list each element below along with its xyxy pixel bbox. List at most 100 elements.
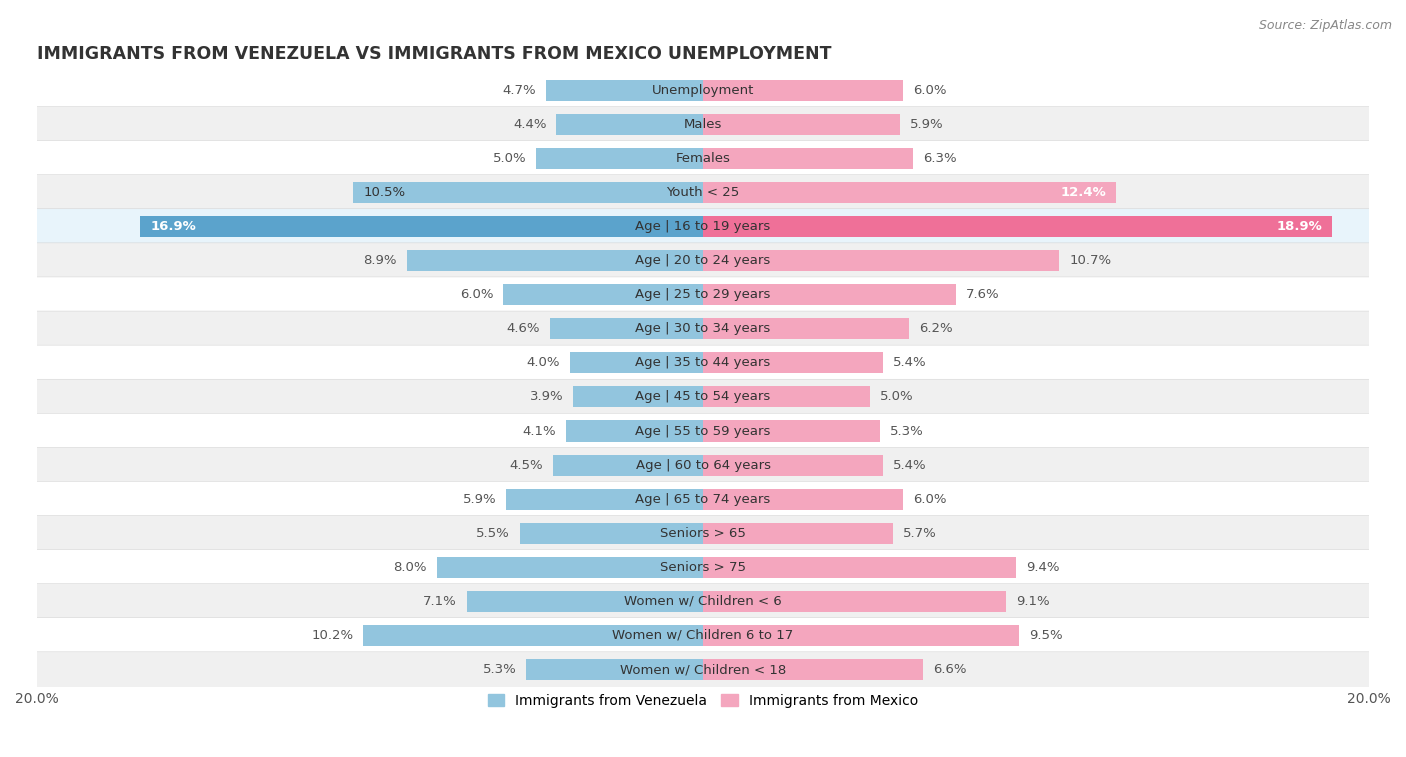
FancyBboxPatch shape [37,413,1369,449]
Bar [467,591,703,612]
Text: 5.3%: 5.3% [482,663,516,676]
Text: 5.9%: 5.9% [910,118,943,131]
Text: 9.1%: 9.1% [1017,595,1050,608]
Text: 5.4%: 5.4% [893,459,927,472]
Text: 5.4%: 5.4% [893,357,927,369]
Text: Age | 45 to 54 years: Age | 45 to 54 years [636,391,770,403]
Text: Source: ZipAtlas.com: Source: ZipAtlas.com [1258,19,1392,32]
Bar [353,182,703,203]
FancyBboxPatch shape [37,447,1369,483]
Text: Unemployment: Unemployment [652,84,754,97]
Bar [503,284,703,305]
Text: 5.3%: 5.3% [890,425,924,438]
Bar [520,522,703,544]
FancyBboxPatch shape [37,311,1369,347]
Bar [553,454,703,475]
FancyBboxPatch shape [37,481,1369,517]
Text: 4.0%: 4.0% [526,357,560,369]
Bar [506,488,703,509]
Bar [703,182,1116,203]
Text: Age | 60 to 64 years: Age | 60 to 64 years [636,459,770,472]
Bar [703,591,1007,612]
Bar [703,114,900,135]
FancyBboxPatch shape [37,379,1369,415]
Bar [567,420,703,441]
FancyBboxPatch shape [37,550,1369,585]
Text: 10.7%: 10.7% [1070,254,1112,267]
Text: IMMIGRANTS FROM VENEZUELA VS IMMIGRANTS FROM MEXICO UNEMPLOYMENT: IMMIGRANTS FROM VENEZUELA VS IMMIGRANTS … [37,45,831,64]
FancyBboxPatch shape [37,652,1369,687]
Text: 4.6%: 4.6% [506,322,540,335]
Text: 4.1%: 4.1% [523,425,557,438]
Text: Age | 16 to 19 years: Age | 16 to 19 years [636,220,770,233]
Text: Age | 20 to 24 years: Age | 20 to 24 years [636,254,770,267]
FancyBboxPatch shape [37,175,1369,210]
Text: Youth < 25: Youth < 25 [666,186,740,199]
Text: Women w/ Children 6 to 17: Women w/ Children 6 to 17 [613,629,793,642]
Text: 18.9%: 18.9% [1277,220,1323,233]
Legend: Immigrants from Venezuela, Immigrants from Mexico: Immigrants from Venezuela, Immigrants fr… [482,688,924,713]
Text: 4.7%: 4.7% [503,84,537,97]
Text: 7.6%: 7.6% [966,288,1000,301]
Bar [703,454,883,475]
FancyBboxPatch shape [37,209,1369,245]
Text: 6.6%: 6.6% [932,663,966,676]
Bar [703,148,912,169]
Text: Males: Males [683,118,723,131]
Bar [526,659,703,680]
Text: 10.2%: 10.2% [311,629,353,642]
FancyBboxPatch shape [37,277,1369,313]
FancyBboxPatch shape [37,516,1369,551]
Bar [703,386,869,407]
Text: Females: Females [675,152,731,165]
Bar [703,488,903,509]
Text: 7.1%: 7.1% [423,595,457,608]
Text: Age | 65 to 74 years: Age | 65 to 74 years [636,493,770,506]
Bar [703,250,1059,271]
Bar [547,79,703,101]
FancyBboxPatch shape [37,107,1369,142]
Text: Seniors > 75: Seniors > 75 [659,561,747,574]
Text: 8.0%: 8.0% [394,561,426,574]
Bar [703,556,1017,578]
Text: Seniors > 65: Seniors > 65 [659,527,747,540]
Text: Age | 55 to 59 years: Age | 55 to 59 years [636,425,770,438]
Bar [537,148,703,169]
FancyBboxPatch shape [37,584,1369,619]
Bar [703,625,1019,646]
Text: Women w/ Children < 18: Women w/ Children < 18 [620,663,786,676]
Text: 6.0%: 6.0% [460,288,494,301]
Text: 16.9%: 16.9% [150,220,195,233]
FancyBboxPatch shape [37,345,1369,381]
FancyBboxPatch shape [37,243,1369,279]
Text: 6.2%: 6.2% [920,322,953,335]
Bar [363,625,703,646]
Bar [406,250,703,271]
Bar [569,352,703,373]
Bar [436,556,703,578]
Text: 5.7%: 5.7% [903,527,936,540]
FancyBboxPatch shape [37,141,1369,176]
Text: 6.0%: 6.0% [912,493,946,506]
Bar [703,216,1333,237]
Text: 4.5%: 4.5% [509,459,543,472]
Bar [703,318,910,339]
Text: 10.5%: 10.5% [363,186,405,199]
Bar [703,659,922,680]
Text: 9.5%: 9.5% [1029,629,1063,642]
Text: Age | 30 to 34 years: Age | 30 to 34 years [636,322,770,335]
Text: 6.3%: 6.3% [922,152,956,165]
Bar [703,420,880,441]
Bar [557,114,703,135]
Text: 8.9%: 8.9% [363,254,396,267]
Bar [574,386,703,407]
Text: 6.0%: 6.0% [912,84,946,97]
Text: 12.4%: 12.4% [1060,186,1107,199]
Text: 5.0%: 5.0% [880,391,912,403]
Text: 5.0%: 5.0% [494,152,526,165]
Text: Age | 35 to 44 years: Age | 35 to 44 years [636,357,770,369]
Bar [141,216,703,237]
Text: 5.5%: 5.5% [477,527,510,540]
FancyBboxPatch shape [37,73,1369,108]
Text: 5.9%: 5.9% [463,493,496,506]
